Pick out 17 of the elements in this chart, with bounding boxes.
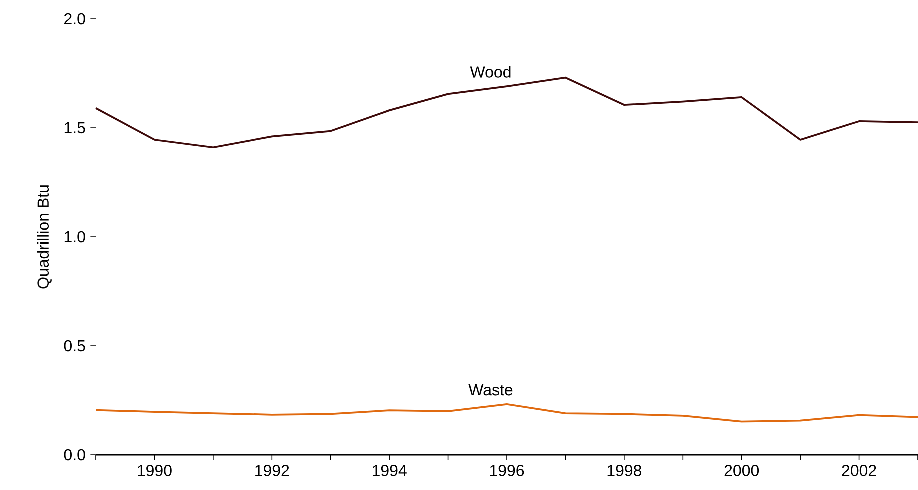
series-label: Wood <box>470 66 511 78</box>
line-series <box>95 403 918 423</box>
y-tick-label: 0.5 <box>64 340 86 352</box>
x-tick-label: 2000 <box>724 465 760 476</box>
x-tick-label: 2002 <box>842 465 876 476</box>
y-axis-title: Quadrillion Btu <box>37 186 52 289</box>
y-tick-label: 0.0 <box>64 449 86 461</box>
x-tick-label: 1998 <box>608 465 642 476</box>
line-series <box>95 76 918 149</box>
y-tick-label: 2.0 <box>64 13 86 25</box>
x-tick-label: 1992 <box>256 465 290 476</box>
x-tick-label: 1994 <box>372 465 407 476</box>
series-label: Waste <box>468 384 513 396</box>
y-tick-label: 1.0 <box>64 231 86 243</box>
x-tick-label: 1996 <box>490 465 524 476</box>
x-tick-label: 1990 <box>138 465 172 476</box>
y-tick-label: 1.5 <box>64 122 86 134</box>
